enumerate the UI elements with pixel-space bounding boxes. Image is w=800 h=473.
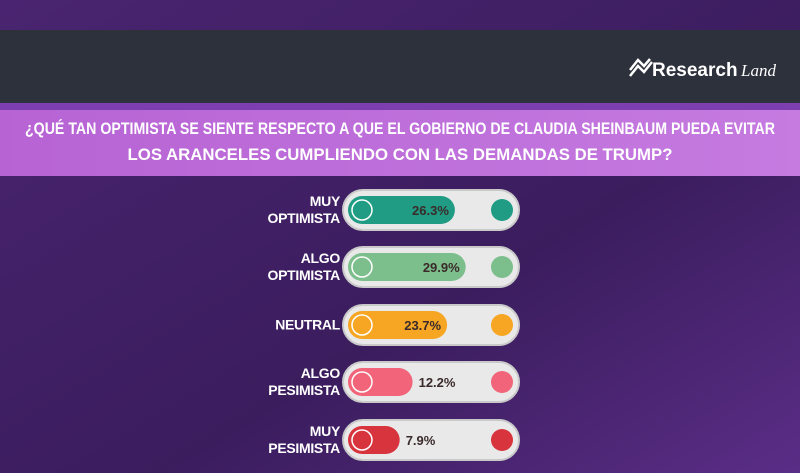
category-label: MUY OPTIMISTA bbox=[267, 193, 341, 226]
end-dot bbox=[491, 371, 513, 393]
value-label: 29.9% bbox=[423, 260, 460, 275]
category-label: ALGO OPTIMISTA bbox=[267, 250, 341, 283]
chart-title: ¿QUÉ TAN OPTIMISTA SE SIENTE RESPECTO A … bbox=[25, 119, 775, 138]
face-icon bbox=[351, 429, 373, 451]
end-dot bbox=[491, 199, 513, 221]
value-label: 7.9% bbox=[406, 433, 436, 448]
end-dot bbox=[491, 314, 513, 336]
bar bbox=[348, 253, 466, 281]
end-dot bbox=[491, 256, 513, 278]
bar bbox=[348, 196, 455, 224]
bar bbox=[348, 311, 448, 339]
category-label: ALGO PESIMISTA bbox=[268, 365, 340, 398]
brand-name: Research bbox=[652, 60, 738, 81]
face-icon bbox=[351, 314, 373, 336]
face-icon bbox=[351, 199, 373, 221]
value-label: 12.2% bbox=[419, 375, 456, 390]
title-band bbox=[0, 110, 800, 176]
chart-title: LOS ARANCELES CUMPLIENDO CON LAS DEMANDA… bbox=[128, 145, 673, 164]
category-label: NEUTRAL bbox=[275, 316, 340, 333]
value-label: 23.7% bbox=[404, 318, 441, 333]
face-icon bbox=[351, 256, 373, 278]
face-icon bbox=[351, 371, 373, 393]
logo-icon bbox=[629, 58, 653, 77]
end-dot bbox=[491, 429, 513, 451]
header bbox=[0, 30, 800, 103]
value-label: 26.3% bbox=[412, 203, 449, 218]
category-label: MUY PESIMISTA bbox=[268, 423, 340, 456]
logo: Research Land bbox=[629, 58, 776, 81]
divider bbox=[0, 103, 800, 110]
brand-suffix: Land bbox=[740, 61, 776, 80]
